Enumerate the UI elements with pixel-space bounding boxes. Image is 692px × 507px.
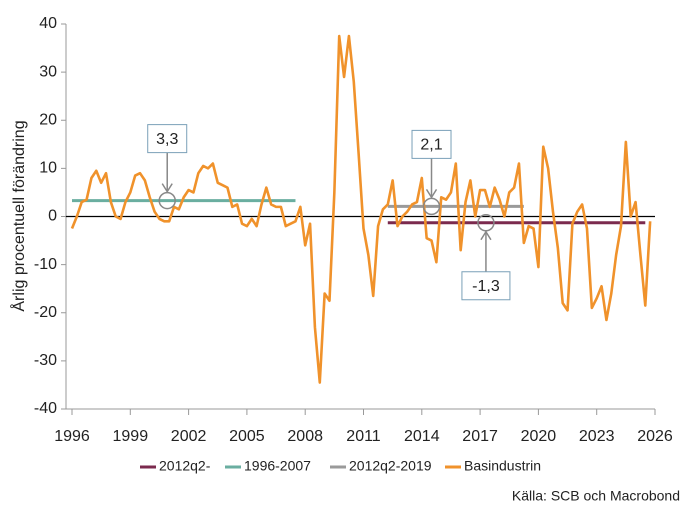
y-tick-label: 40 (39, 15, 57, 32)
y-tick-label: -10 (34, 256, 57, 273)
y-tick-label: -40 (34, 400, 57, 417)
x-tick-label: 2014 (404, 428, 440, 445)
annotation-box (147, 124, 188, 154)
x-tick-label: 2005 (229, 428, 265, 445)
x-tick-label: 2020 (521, 428, 557, 445)
annotation-arrowhead (161, 183, 173, 194)
x-tick-label: 2002 (171, 428, 207, 445)
y-tick-label: 20 (39, 111, 57, 128)
annotation-arrowhead (425, 188, 438, 199)
legend-label: 2012q2- (159, 458, 211, 474)
x-tick-label: 2023 (579, 428, 615, 445)
x-tick-label: 1999 (113, 428, 149, 445)
annotation-label: 3,3 (156, 131, 178, 148)
annotation-arrowhead (480, 230, 492, 241)
y-tick-label: 30 (39, 63, 57, 80)
y-axis-label: Årlig procentuell förändring (9, 120, 28, 311)
legend-label: 2012q2-2019 (349, 458, 432, 474)
x-tick-label: 2026 (637, 428, 673, 445)
annotation-label: -1,3 (472, 278, 500, 295)
legend-label: 1996-2007 (244, 458, 311, 474)
y-tick-label: 0 (48, 208, 57, 225)
annotation-box (461, 271, 511, 301)
annotation-box (411, 129, 452, 159)
x-tick-label: 2017 (462, 428, 498, 445)
y-tick-label: -30 (34, 352, 57, 369)
annotation-label: 2,1 (420, 137, 442, 154)
y-tick-label: -20 (34, 304, 57, 321)
x-tick-label: 2008 (287, 428, 323, 445)
y-tick-label: 10 (39, 160, 57, 177)
series-line (70, 34, 652, 384)
x-tick-label: 1996 (54, 428, 90, 445)
source: Källa: SCB och Macrobond (512, 488, 680, 504)
legend-label: Basindustrin (464, 458, 541, 474)
x-tick-label: 2011 (346, 428, 381, 445)
